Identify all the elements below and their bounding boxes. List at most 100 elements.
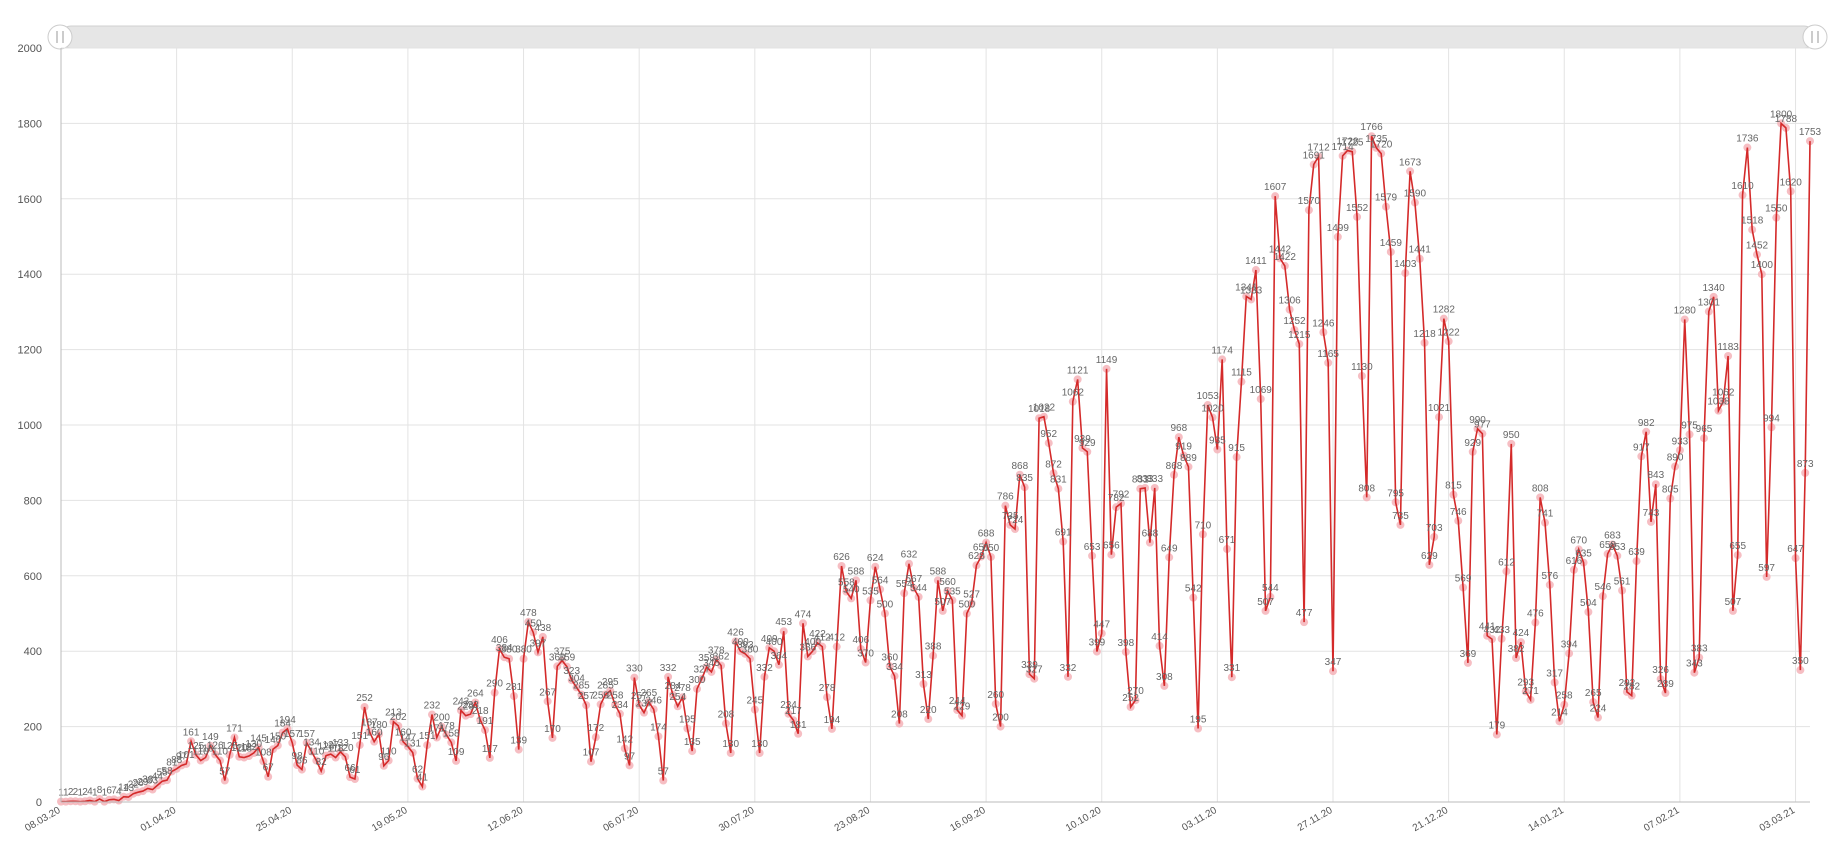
data-label: 160	[366, 728, 383, 739]
data-label: 360	[549, 652, 566, 663]
data-label: 1411	[1245, 256, 1267, 267]
data-label: 743	[1643, 508, 1660, 519]
data-label: 474	[795, 609, 812, 620]
x-tick-label: 01.04.20	[139, 805, 179, 834]
data-label: 252	[356, 693, 373, 704]
data-label: 919	[1175, 442, 1192, 453]
data-label: 109	[448, 747, 465, 758]
data-label: 343	[1686, 659, 1703, 670]
data-label: 66	[345, 763, 357, 774]
data-label: 441	[1479, 622, 1496, 633]
data-label: 567	[905, 574, 922, 585]
data-label: 184	[274, 719, 291, 730]
data-label: 994	[1763, 413, 1780, 424]
data-label: 746	[1450, 507, 1467, 518]
data-label: 833	[1137, 474, 1154, 485]
data-label: 1620	[1780, 177, 1803, 188]
data-label: 1550	[1765, 204, 1788, 215]
data-label: 831	[1050, 475, 1067, 486]
data-label: 868	[1011, 461, 1028, 472]
data-label: 1218	[1413, 329, 1436, 340]
data-label: 86	[296, 756, 308, 767]
y-tick-label: 400	[24, 646, 42, 658]
data-label: 142	[616, 734, 633, 745]
data-label: 359	[559, 653, 576, 664]
data-label: 289	[1657, 679, 1674, 690]
data-label: 632	[901, 550, 918, 561]
data-label: 629	[1421, 551, 1438, 562]
data-label: 117	[482, 744, 498, 755]
y-tick-label: 2000	[18, 43, 42, 55]
x-tick-label: 27.11.20	[1296, 805, 1335, 834]
data-label: 735	[1392, 511, 1409, 522]
data-label: 394	[1561, 639, 1578, 650]
data-label: 265	[640, 688, 657, 699]
data-label: 808	[1358, 483, 1375, 494]
data-label: 1735	[1365, 134, 1388, 145]
data-label: 535	[862, 586, 879, 597]
data-label: 194	[824, 715, 841, 726]
data-label: 2	[73, 787, 79, 798]
data-label: 127	[322, 740, 339, 751]
data-label: 147	[400, 733, 417, 744]
data-label: 2	[68, 787, 74, 798]
data-label: 278	[674, 683, 691, 694]
data-label: 122	[241, 742, 258, 753]
data-label: 433	[1493, 625, 1510, 636]
data-label: 683	[1604, 531, 1621, 542]
data-label: 246	[645, 695, 662, 706]
data-label: 868	[1166, 461, 1183, 472]
data-label: 406	[491, 635, 508, 646]
data-label: 1174	[1211, 345, 1233, 356]
y-tick-label: 0	[36, 797, 42, 809]
data-label: 741	[1537, 509, 1554, 520]
data-label: 507	[934, 597, 951, 608]
data-label: 786	[997, 492, 1014, 503]
data-label: 62	[412, 765, 424, 776]
data-label: 178	[438, 721, 455, 732]
data-label: 1053	[1197, 391, 1220, 402]
data-label: 1800	[1770, 109, 1793, 120]
data-label: 120	[337, 743, 354, 754]
data-label: 1222	[1438, 327, 1461, 338]
data-label: 347	[1325, 657, 1342, 668]
y-tick-label: 1000	[18, 420, 42, 432]
data-label: 1712	[1307, 143, 1330, 154]
data-label: 933	[1672, 436, 1689, 447]
data-label: 1018	[1028, 404, 1051, 415]
y-tick-label: 1400	[18, 269, 42, 281]
data-label: 1069	[1250, 385, 1273, 396]
data-label: 710	[1195, 520, 1212, 531]
range-handle-right[interactable]	[1802, 24, 1828, 50]
data-label: 1021	[1428, 403, 1451, 414]
data-label: 234	[612, 700, 629, 711]
data-label: 1165	[1317, 349, 1339, 360]
grid	[60, 47, 1810, 803]
data-label: 612	[1498, 557, 1515, 568]
data-label: 208	[718, 710, 735, 721]
data-label: 1280	[1674, 305, 1697, 316]
data-label: 26	[133, 778, 145, 789]
data-label: 386	[799, 642, 816, 653]
data-label: 795	[1387, 488, 1404, 499]
data-label: 257	[631, 691, 648, 702]
data-label: 200	[992, 713, 1009, 724]
range-handle-left[interactable]	[47, 24, 73, 50]
data-label: 833	[1146, 474, 1163, 485]
data-label: 265	[1585, 688, 1602, 699]
y-tick-label: 1800	[18, 118, 42, 130]
data-label: 968	[1170, 423, 1187, 434]
data-label: 1579	[1375, 193, 1398, 204]
data-label: 651	[973, 543, 990, 554]
data-label: 398	[1117, 638, 1134, 649]
data-label: 915	[1228, 443, 1245, 454]
range-slider[interactable]	[59, 25, 1816, 49]
data-label: 110	[308, 747, 324, 758]
data-label: 123	[318, 742, 335, 753]
data-label: 208	[891, 710, 908, 721]
data-label: 422	[809, 629, 826, 640]
data-label: 313	[915, 670, 932, 681]
data-label: 624	[867, 553, 884, 564]
data-label: 929	[1464, 438, 1481, 449]
data-label: 195	[679, 714, 696, 725]
